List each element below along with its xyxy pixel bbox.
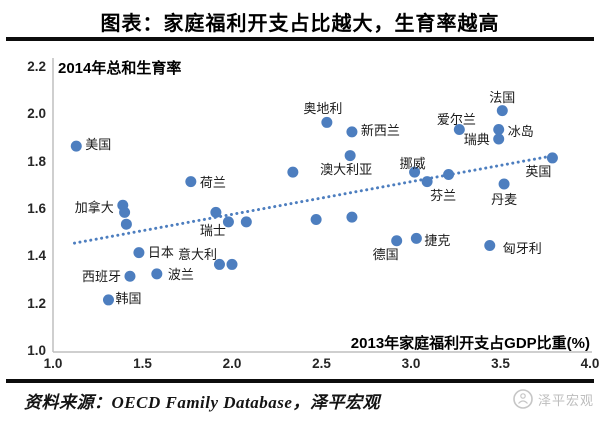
country-label: 波兰 <box>167 266 194 282</box>
data-point <box>344 150 356 162</box>
page-title: 图表：家庭福利开支占比越大，生育率越高 <box>100 13 500 35</box>
country-label: 澳大利亚 <box>320 161 373 177</box>
x-axis-title: 2013年家庭福利开支占GDP比重(%) <box>350 335 590 352</box>
data-point <box>133 247 145 259</box>
data-point <box>310 213 322 225</box>
trendline <box>72 154 556 245</box>
data-point <box>409 166 421 178</box>
scatter-chart: 2014年总和生育率 2013年家庭福利开支占GDP比重(%) 美国加拿大韩国 西… <box>0 42 600 378</box>
y-tick-label: 2.0 <box>27 106 46 122</box>
x-tick-label: 3.5 <box>491 356 510 371</box>
data-point <box>346 126 358 138</box>
country-label: 爱尔兰 <box>436 111 476 127</box>
data-point <box>546 152 558 164</box>
x-tick-label: 2.0 <box>222 356 242 371</box>
data-point <box>453 124 465 136</box>
x-tick-label: 3.0 <box>401 356 421 371</box>
data-point <box>493 124 505 136</box>
data-point <box>120 218 132 230</box>
data-point <box>185 176 197 188</box>
data-point <box>119 206 131 218</box>
footer-divider <box>6 379 594 383</box>
y-tick-label: 1.0 <box>27 343 46 358</box>
y-axis-title: 2014年总和生育率 <box>58 60 182 77</box>
data-point <box>421 176 433 188</box>
data-point <box>498 178 510 190</box>
country-label: 瑞士 <box>199 223 226 239</box>
watermark-seal-icon <box>513 389 533 409</box>
country-label: 荷兰 <box>199 174 226 190</box>
data-point <box>222 216 234 228</box>
country-label: 日本 <box>147 244 174 260</box>
x-tick-label: 2.5 <box>312 356 331 371</box>
watermark: 泽平宏观 <box>512 388 594 410</box>
country-label: 芬兰 <box>430 187 457 203</box>
data-point <box>346 211 358 223</box>
x-tick-label: 4.0 <box>580 356 600 371</box>
country-label: 丹麦 <box>491 191 518 207</box>
country-label: 英国 <box>525 163 552 179</box>
country-label: 挪威 <box>399 156 426 172</box>
x-tick-label: 1.5 <box>133 356 152 371</box>
data-point <box>484 240 496 251</box>
data-point <box>443 169 455 180</box>
plot-canvas <box>52 58 592 353</box>
data-point <box>213 258 225 270</box>
country-label: 新西兰 <box>360 122 400 138</box>
country-label: 捷克 <box>424 233 451 249</box>
data-point <box>496 105 508 117</box>
data-point <box>210 206 222 218</box>
data-point <box>70 140 82 152</box>
y-tick-label: 1.2 <box>27 295 46 311</box>
data-point <box>287 166 299 178</box>
country-label: 韩国 <box>115 290 142 306</box>
country-label: 加拿大 <box>74 200 114 216</box>
country-label: 匈牙利 <box>502 240 542 256</box>
country-label: 瑞典 <box>463 132 490 147</box>
y-tick-label: 2.2 <box>27 59 46 74</box>
data-point <box>410 232 422 244</box>
country-label: 意大利 <box>177 247 217 263</box>
country-label: 德国 <box>372 246 399 262</box>
source-note: 资料来源：OECD Family Database，泽平宏观 <box>24 393 380 412</box>
data-point <box>226 258 238 270</box>
data-point <box>493 133 505 145</box>
y-tick-label: 1.4 <box>27 248 46 264</box>
data-point <box>102 294 114 306</box>
data-point <box>151 268 163 280</box>
data-point <box>124 270 136 282</box>
data-point <box>321 116 333 128</box>
country-label: 美国 <box>85 137 112 153</box>
country-label: 西班牙 <box>81 269 121 285</box>
country-label: 奥地利 <box>303 101 343 117</box>
data-point <box>391 235 403 247</box>
x-tick-label: 1.0 <box>43 356 63 371</box>
y-tick-label: 1.6 <box>27 201 46 216</box>
watermark-text: 泽平宏观 <box>537 392 594 408</box>
country-label: 法国 <box>489 89 516 105</box>
y-tick-label: 1.8 <box>27 153 46 169</box>
country-label: 冰岛 <box>507 123 534 139</box>
data-point <box>240 216 252 228</box>
title-divider <box>6 37 594 41</box>
